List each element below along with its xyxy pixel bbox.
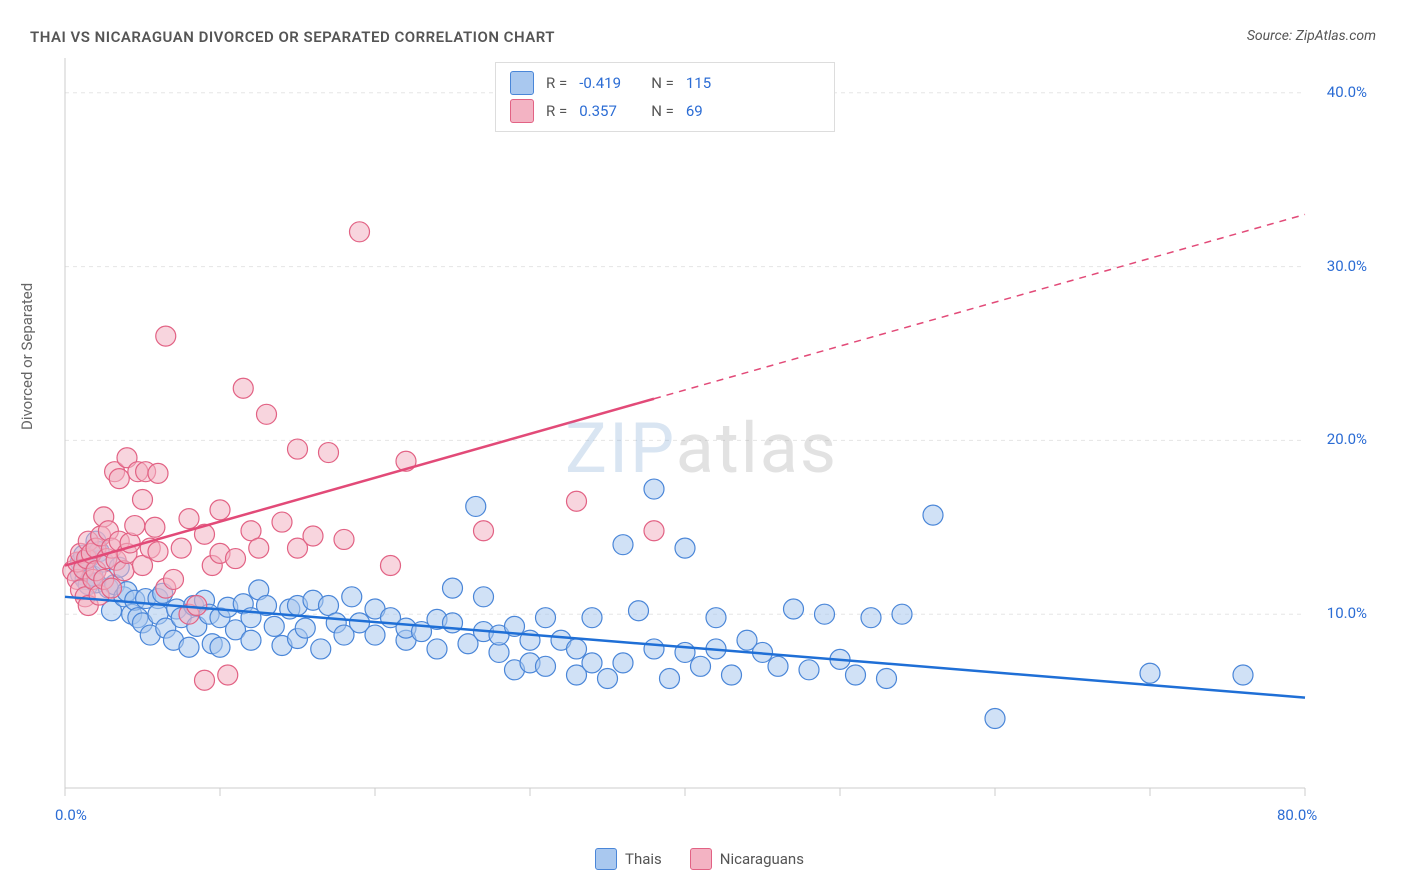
y-axis-label: Divorced or Separated	[18, 283, 36, 430]
series-name: Thais	[625, 850, 662, 868]
legend-r-value: -0.419	[579, 74, 639, 92]
legend-n-label: N =	[651, 102, 674, 120]
y-tick-label: 10.0%	[1327, 604, 1367, 622]
legend-row: R = 0.357 N = 69	[510, 97, 820, 125]
chart-title: THAI VS NICARAGUAN DIVORCED OR SEPARATED…	[30, 28, 555, 46]
x-tick-label: 80.0%	[1277, 806, 1317, 824]
legend-swatch	[510, 99, 534, 123]
series-legend: Thais Nicaraguans	[595, 848, 804, 870]
source-name: ZipAtlas.com	[1296, 28, 1376, 44]
y-tick-label: 40.0%	[1327, 83, 1367, 101]
source-attribution: Source: ZipAtlas.com	[1247, 28, 1376, 44]
legend-n-label: N =	[651, 74, 674, 92]
correlation-legend: R = -0.419 N = 115 R = 0.357 N = 69	[495, 62, 835, 132]
legend-r-label: R =	[546, 102, 567, 120]
legend-swatch	[595, 848, 617, 870]
y-tick-label: 30.0%	[1327, 257, 1367, 275]
y-tick-label: 20.0%	[1327, 430, 1367, 448]
chart-svg	[55, 58, 1375, 828]
legend-row: R = -0.419 N = 115	[510, 69, 820, 97]
legend-r-value: 0.357	[579, 102, 639, 120]
plot-area: ZIPatlas R =-0.419N =115R = 0.357N = 69 …	[55, 58, 1375, 828]
source-prefix: Source:	[1247, 28, 1296, 44]
x-tick-label: 0.0%	[55, 806, 87, 824]
series-legend-item: Thais	[595, 848, 662, 870]
legend-swatch	[510, 71, 534, 95]
series-legend-item: Nicaraguans	[690, 848, 804, 870]
legend-n-value: 69	[686, 102, 703, 120]
legend-swatch	[690, 848, 712, 870]
legend-r-label: R =	[546, 74, 567, 92]
series-name: Nicaraguans	[720, 850, 804, 868]
legend-n-value: 115	[686, 74, 711, 92]
